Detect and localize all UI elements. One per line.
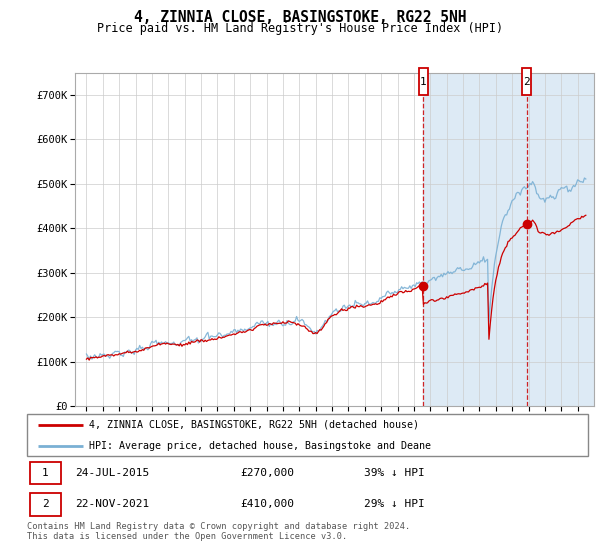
- Text: 22-NOV-2021: 22-NOV-2021: [74, 500, 149, 510]
- Text: HPI: Average price, detached house, Basingstoke and Deane: HPI: Average price, detached house, Basi…: [89, 441, 431, 451]
- FancyBboxPatch shape: [30, 461, 61, 484]
- Text: 1: 1: [42, 468, 49, 478]
- Text: £410,000: £410,000: [240, 500, 294, 510]
- Text: 1: 1: [419, 77, 427, 87]
- Text: 4, ZINNIA CLOSE, BASINGSTOKE, RG22 5NH (detached house): 4, ZINNIA CLOSE, BASINGSTOKE, RG22 5NH (…: [89, 420, 419, 430]
- FancyBboxPatch shape: [419, 68, 428, 95]
- Text: 39% ↓ HPI: 39% ↓ HPI: [364, 468, 424, 478]
- Text: Price paid vs. HM Land Registry's House Price Index (HPI): Price paid vs. HM Land Registry's House …: [97, 22, 503, 35]
- FancyBboxPatch shape: [27, 414, 588, 456]
- FancyBboxPatch shape: [523, 68, 532, 95]
- Text: 24-JUL-2015: 24-JUL-2015: [74, 468, 149, 478]
- Text: 29% ↓ HPI: 29% ↓ HPI: [364, 500, 424, 510]
- Text: 2: 2: [42, 500, 49, 510]
- Text: 4, ZINNIA CLOSE, BASINGSTOKE, RG22 5NH: 4, ZINNIA CLOSE, BASINGSTOKE, RG22 5NH: [134, 10, 466, 25]
- Text: 2: 2: [523, 77, 530, 87]
- Bar: [423, 73, 594, 406]
- Text: Contains HM Land Registry data © Crown copyright and database right 2024.
This d: Contains HM Land Registry data © Crown c…: [27, 522, 410, 542]
- FancyBboxPatch shape: [30, 493, 61, 516]
- Text: £270,000: £270,000: [240, 468, 294, 478]
